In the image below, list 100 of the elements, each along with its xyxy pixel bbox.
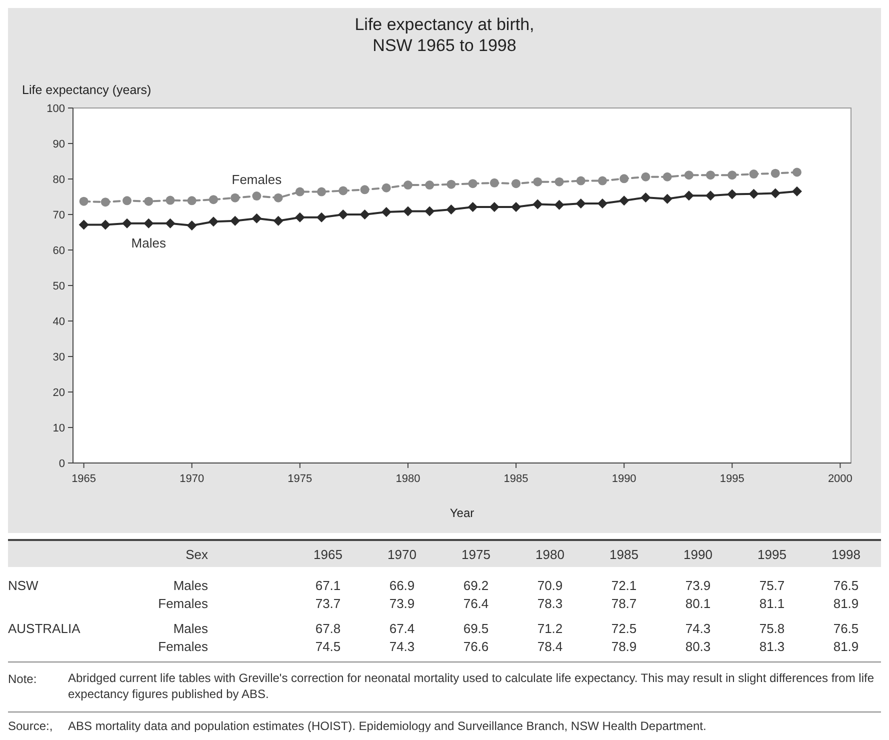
point (338, 210, 348, 220)
point (684, 190, 694, 201)
point (122, 218, 132, 228)
point (489, 202, 500, 212)
source-note: Source:, (8, 719, 53, 733)
point (317, 187, 326, 196)
x-tick-label: 1990 (684, 547, 712, 562)
y-tick-label: 20 (52, 387, 65, 399)
point (620, 174, 629, 184)
y-tick-label: 80 (52, 174, 65, 186)
point (792, 168, 802, 177)
point (619, 196, 630, 206)
text: Sex (186, 547, 208, 562)
point (706, 170, 716, 180)
point (468, 179, 478, 188)
point (554, 177, 564, 186)
y-tick-label: Females (158, 596, 208, 611)
data-label: 69.2 (463, 578, 489, 593)
point (424, 206, 435, 216)
point (533, 177, 542, 186)
data-label: 78.4 (537, 639, 563, 654)
point (770, 168, 780, 178)
point (165, 218, 176, 228)
point (792, 186, 802, 196)
y-tick-label: 0 (58, 458, 65, 470)
point (360, 210, 370, 220)
point (166, 196, 175, 205)
data-label: 81.9 (833, 639, 859, 654)
data-label: 71.2 (537, 621, 563, 636)
y-tick-label: 60 (52, 245, 65, 257)
x-tick-label: 1990 (612, 473, 636, 485)
data-label: 66.9 (389, 578, 415, 593)
y-tick-label: 50 (52, 280, 65, 292)
x-tick-label: 1970 (180, 473, 204, 485)
data-label: 81.1 (759, 596, 785, 611)
point (554, 200, 564, 210)
x-tick-label: 1985 (610, 547, 638, 562)
point (425, 180, 434, 190)
point (186, 220, 197, 231)
text: NSW (8, 578, 40, 593)
point (662, 172, 672, 182)
point (446, 204, 456, 215)
data-label: 76.5 (833, 578, 859, 593)
data-label: 73.7 (315, 596, 341, 611)
point (100, 198, 110, 207)
data-label: 76.6 (463, 639, 489, 654)
point (641, 172, 650, 182)
data-label: 67.8 (315, 621, 341, 636)
point (402, 206, 413, 216)
x-tick-label: 1965 (314, 547, 342, 562)
x-tick-label: 1995 (758, 547, 786, 562)
y-tick-label: 30 (52, 352, 65, 364)
point (748, 188, 759, 199)
point (576, 176, 586, 186)
point (749, 170, 758, 179)
y-tick-label: Females (158, 639, 208, 654)
point (770, 188, 780, 198)
point (403, 180, 412, 190)
point (316, 212, 327, 222)
data-label: 75.7 (759, 578, 785, 593)
point (684, 170, 694, 180)
x-tick-label: 1970 (388, 547, 416, 562)
chart-title: Life expectancy at birth, NSW 1965 to 1998 (354, 15, 534, 55)
point (597, 198, 608, 208)
point (230, 193, 240, 202)
data-label: 81.9 (833, 596, 859, 611)
y-tick-label: Males (173, 578, 208, 593)
text: AUSTRALIA (8, 621, 81, 636)
point (273, 216, 284, 226)
y-tick-label: 90 (52, 138, 65, 150)
point (360, 185, 370, 194)
data-label: 74.5 (315, 639, 341, 654)
point (512, 179, 521, 188)
y-tick-label: 40 (52, 316, 65, 328)
point (446, 180, 456, 189)
point (511, 202, 522, 212)
point (122, 196, 132, 206)
point (727, 189, 738, 200)
text: Abridged current life tables with Greville's correction for neonatal mortality used to calculate life expectancy. This may result in slight differences from life expectancy figures published by ABS. (68, 670, 875, 702)
x-axis-title: Year (450, 506, 474, 520)
data-label: 76.5 (833, 621, 859, 636)
point (274, 193, 283, 202)
point (79, 196, 88, 206)
text: Note: (8, 672, 37, 686)
point (295, 187, 304, 196)
data-label: 67.4 (389, 621, 415, 636)
point (381, 207, 392, 218)
point (78, 220, 89, 230)
point (706, 190, 716, 201)
point (208, 195, 218, 204)
x-tick-label: 1975 (462, 547, 490, 562)
point (252, 192, 262, 201)
data-label: 73.9 (389, 596, 415, 611)
data-label: 76.4 (463, 596, 489, 611)
point (252, 213, 262, 224)
point (187, 196, 196, 206)
point (728, 170, 737, 180)
point (598, 176, 607, 186)
data-label: 78.9 (611, 639, 637, 654)
point (576, 198, 586, 208)
